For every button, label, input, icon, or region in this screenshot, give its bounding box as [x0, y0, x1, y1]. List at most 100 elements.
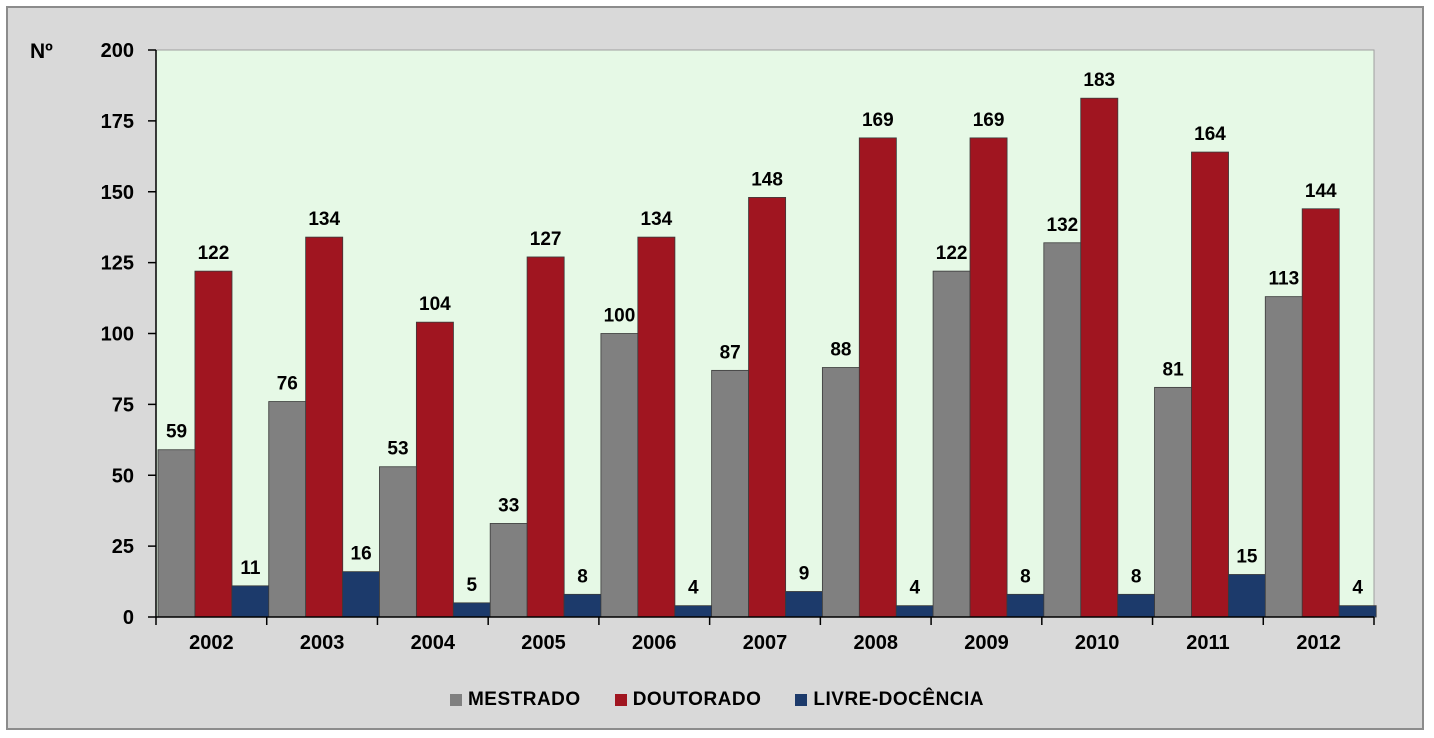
x-tick-label: 2005 [521, 632, 566, 654]
x-tick-label: 2002 [189, 632, 234, 654]
x-tick-label: 2008 [853, 632, 898, 654]
data-label: 148 [751, 169, 783, 190]
y-tick-label: 50 [112, 465, 134, 487]
x-tick-label: 2004 [411, 632, 456, 654]
data-label: 4 [1352, 578, 1363, 599]
data-label: 127 [530, 229, 562, 250]
x-tick-label: 2010 [1075, 632, 1120, 654]
x-tick-label: 2009 [964, 632, 1009, 654]
y-tick-label: 0 [123, 607, 134, 629]
y-axis-unit-label: Nº [30, 40, 53, 63]
bar-livre-doc-ncia [1338, 605, 1377, 618]
legend: MESTRADO DOUTORADO LIVRE-DOCÊNCIA [0, 689, 1434, 711]
data-label: 113 [1268, 269, 1299, 290]
y-tick-label: 175 [101, 111, 134, 133]
data-label: 122 [198, 243, 230, 264]
data-label: 87 [720, 342, 741, 363]
data-label: 8 [577, 566, 588, 587]
data-label: 8 [1020, 566, 1031, 587]
bar-mestrado [1264, 296, 1303, 618]
x-tick-label: 2007 [743, 632, 788, 654]
data-label: 134 [308, 209, 340, 230]
legend-label: LIVRE-DOCÊNCIA [813, 689, 985, 710]
bar-doutorado [858, 137, 897, 618]
legend-label: DOUTORADO [632, 689, 762, 710]
bar-livre-doc-ncia [342, 571, 381, 618]
bar-livre-doc-ncia [563, 593, 602, 618]
bar-doutorado [969, 137, 1008, 618]
legend-label: MESTRADO [467, 689, 581, 710]
axis-layer: 0 25 50 75 100 125 150 175 200 2002 2003 2004 2005 20… [101, 40, 1375, 654]
bar-doutorado [1301, 208, 1340, 618]
data-label: 4 [909, 578, 920, 599]
y-tick-label: 125 [101, 253, 134, 275]
x-tick-label: 2003 [300, 632, 345, 654]
bar-doutorado [748, 197, 787, 618]
bar-mestrado [932, 270, 971, 618]
data-label: 100 [604, 306, 636, 327]
bar-doutorado [1080, 97, 1119, 618]
data-label: 16 [351, 544, 372, 565]
bar-mestrado [1154, 386, 1193, 618]
bar-mestrado [1043, 242, 1082, 618]
legend-item: LIVRE-DOCÊNCIA [795, 689, 984, 711]
data-label: 33 [498, 495, 519, 516]
bar-mestrado [711, 369, 750, 618]
data-label: 8 [1131, 566, 1142, 587]
y-tick-label: 75 [112, 394, 134, 416]
bar-livre-doc-ncia [231, 585, 270, 618]
bar-mestrado [600, 333, 639, 618]
bar-doutorado [194, 270, 233, 618]
data-label: 4 [688, 578, 699, 599]
bar-doutorado [526, 256, 565, 618]
bar-livre-doc-ncia [1006, 593, 1045, 618]
data-label: 5 [467, 575, 478, 596]
bar-doutorado [305, 236, 344, 618]
data-label: 76 [277, 374, 298, 395]
data-label: 169 [862, 110, 894, 131]
bar-doutorado [1191, 151, 1229, 618]
legend-item: DOUTORADO [614, 689, 762, 711]
bar-livre-doc-ncia [1117, 593, 1156, 618]
legend-swatch [614, 694, 627, 706]
y-tick-label: 150 [101, 182, 134, 204]
data-label: 104 [419, 294, 451, 315]
bar-mestrado [489, 523, 528, 618]
data-label: 88 [830, 340, 851, 361]
y-tick-label: 100 [101, 324, 134, 346]
legend-item: MESTRADO [449, 689, 581, 711]
data-label: 15 [1236, 546, 1258, 567]
bar-livre-doc-ncia [895, 605, 934, 618]
data-label: 164 [1194, 124, 1226, 145]
bar-mestrado [821, 367, 860, 618]
bar-doutorado [637, 236, 676, 618]
bar-mestrado [379, 466, 417, 618]
y-tick-label: 25 [112, 536, 134, 558]
data-label: 11 [240, 558, 261, 579]
bar-mestrado [157, 449, 196, 618]
x-tick-label: 2006 [632, 632, 677, 654]
data-label: 81 [1163, 359, 1185, 380]
data-label: 59 [166, 422, 187, 443]
y-tick-label: 200 [101, 40, 134, 62]
bars-layer: 59 122 11 76 134 16 53 104 5 33 127 8 100 134 4 87 148 9 8… [157, 70, 1377, 618]
data-label: 132 [1047, 215, 1079, 236]
data-label: 53 [387, 439, 408, 460]
bar-livre-doc-ncia [785, 591, 823, 618]
data-label: 134 [641, 209, 673, 230]
bar-livre-doc-ncia [1227, 574, 1266, 618]
x-tick-label: 2012 [1296, 632, 1341, 654]
bar-livre-doc-ncia [452, 602, 491, 618]
legend-swatch [795, 694, 808, 706]
data-label: 169 [973, 110, 1005, 131]
data-label: 9 [799, 563, 810, 584]
data-label: 122 [936, 243, 968, 264]
bar-livre-doc-ncia [674, 605, 713, 618]
legend-swatch [449, 694, 462, 706]
data-label: 144 [1305, 181, 1337, 202]
bar-mestrado [268, 401, 307, 618]
data-label: 183 [1083, 70, 1115, 91]
x-tick-label: 2011 [1186, 632, 1229, 654]
bar-doutorado [415, 321, 454, 618]
